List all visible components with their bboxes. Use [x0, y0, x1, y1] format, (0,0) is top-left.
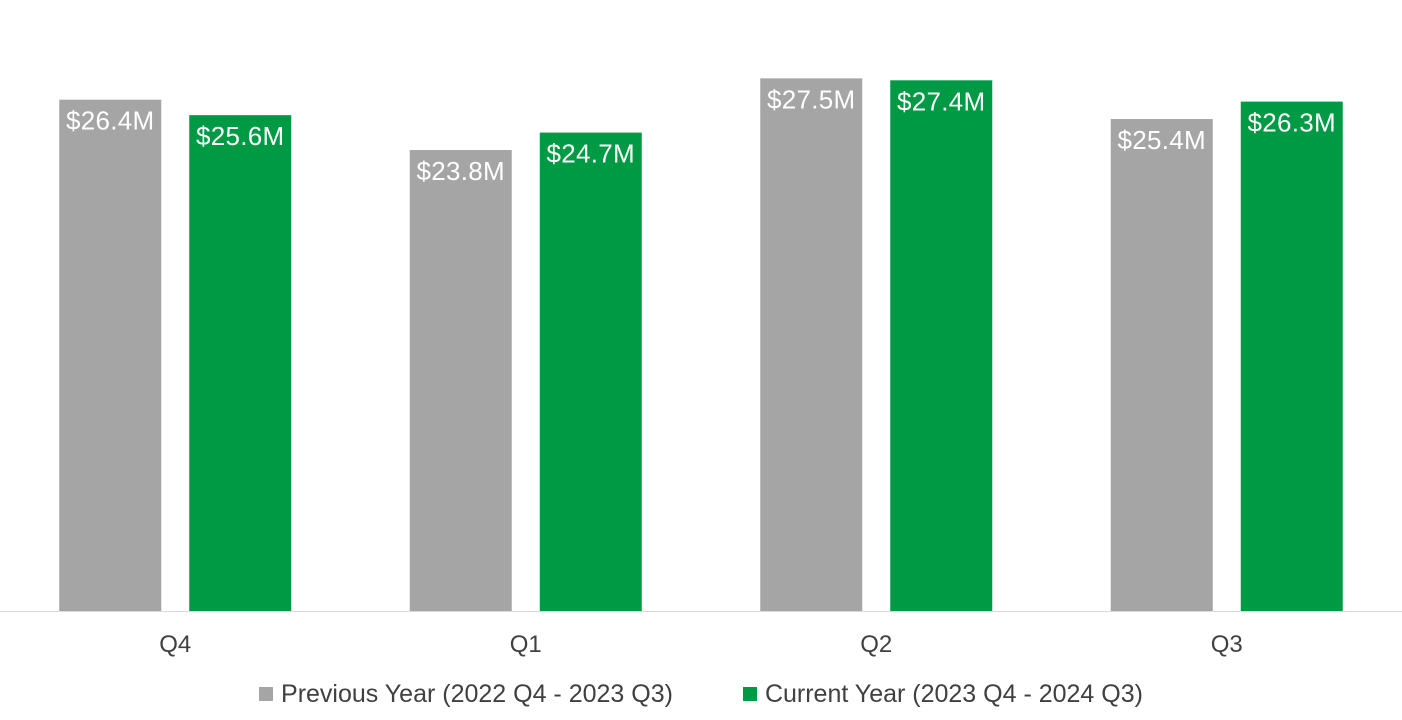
- data-label-current-q1: $24.7M: [546, 139, 635, 169]
- category-label-q1: Q1: [510, 631, 542, 658]
- category-label-q4: Q4: [159, 631, 191, 658]
- category-labels: Q4 Q1 Q2 Q3: [159, 631, 1243, 658]
- data-label-current-q4: $25.6M: [196, 121, 285, 151]
- legend-label-previous-year: Previous Year (2022 Q4 - 2023 Q3): [281, 679, 673, 708]
- legend-swatch-previous-year: [259, 687, 274, 701]
- bar-previous-q2: [760, 78, 863, 612]
- bar-current-q2: [890, 80, 993, 612]
- bar-current-q1: [539, 132, 642, 611]
- legend: Previous Year (2022 Q4 - 2023 Q3) Curren…: [0, 676, 1402, 712]
- bar-previous-q1: [409, 150, 512, 611]
- data-label-previous-q1: $23.8M: [416, 156, 505, 186]
- bar-previous-q4: [59, 99, 162, 612]
- category-label-q3: Q3: [1211, 631, 1243, 658]
- legend-swatch-current-year: [742, 687, 757, 701]
- legend-item-current-year: Current Year (2023 Q4 - 2024 Q3): [742, 679, 1143, 709]
- data-label-current-q3: $26.3M: [1247, 108, 1336, 138]
- bar-chart: $26.4M $25.6M $23.8M $24.7M $27.5M $27.4M $25.…: [0, 78, 1402, 658]
- bars-group: $26.4M $25.6M $23.8M $24.7M $27.5M $27.4M $25.…: [59, 78, 1343, 612]
- bar-previous-q3: [1110, 119, 1213, 611]
- data-label-current-q2: $27.4M: [897, 86, 986, 116]
- bar-current-q3: [1240, 101, 1343, 611]
- legend-label-current-year: Current Year (2023 Q4 - 2024 Q3): [764, 679, 1143, 708]
- bar-current-q4: [189, 115, 292, 611]
- category-label-q2: Q2: [860, 631, 892, 658]
- legend-item-previous-year: Previous Year (2022 Q4 - 2023 Q3): [259, 680, 673, 709]
- data-label-previous-q2: $27.5M: [767, 84, 856, 114]
- data-label-previous-q4: $26.4M: [66, 106, 155, 136]
- data-label-previous-q3: $25.4M: [1117, 125, 1206, 155]
